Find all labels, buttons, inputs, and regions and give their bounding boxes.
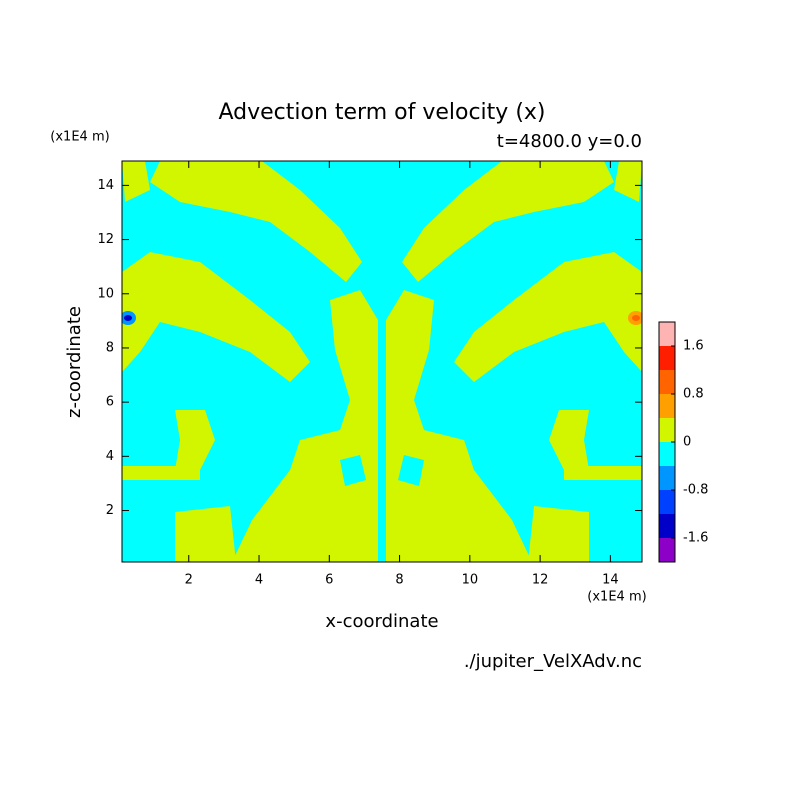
y-tick-label: 6 <box>106 395 114 410</box>
colorbar-box <box>659 394 675 418</box>
colorbar-box <box>659 466 675 490</box>
x-tick-label: 14 <box>602 573 619 588</box>
colorbar-box <box>659 418 675 442</box>
colorbar-tick-label: -0.8 <box>683 483 708 498</box>
x-tick-label: 4 <box>255 573 263 588</box>
source-label: ./jupiter_VelXAdv.nc <box>464 651 642 672</box>
colorbar-box <box>659 322 675 346</box>
chart-title: Advection term of velocity (x) <box>218 100 545 125</box>
field-background <box>122 161 642 562</box>
field-half <box>122 161 378 562</box>
field-region <box>175 410 215 470</box>
colorbar-box <box>659 538 675 562</box>
colorbar-box <box>659 442 675 466</box>
field-region <box>122 252 310 382</box>
y-tick-label: 12 <box>97 232 114 247</box>
field-region <box>122 466 200 480</box>
colorbar-box <box>659 490 675 514</box>
y-tick-label: 4 <box>106 449 114 464</box>
field-region <box>340 455 366 486</box>
x-tick-label: 10 <box>462 573 479 588</box>
colorbar-box <box>659 514 675 538</box>
x-tick-label: 12 <box>532 573 549 588</box>
plot-frame <box>121 160 643 563</box>
field-spot <box>124 315 132 321</box>
field-region <box>150 161 362 282</box>
field-region <box>175 506 236 562</box>
y-tick-label: 10 <box>97 286 114 301</box>
x-tick-label: 6 <box>325 573 333 588</box>
y-tick-label: 2 <box>106 503 114 518</box>
x-unit: (x1E4 m) <box>587 590 646 605</box>
colorbar-tick-label: 0 <box>683 435 691 450</box>
y-tick-label: 8 <box>106 340 114 355</box>
field-region <box>122 161 150 202</box>
colorbar-box <box>659 346 675 370</box>
field-spot <box>632 315 640 321</box>
chart-subtitle: t=4800.0 y=0.0 <box>497 131 642 152</box>
colorbar-tick-label: -1.6 <box>683 531 708 546</box>
colorbar-tick-label: 0.8 <box>683 387 704 402</box>
field-region <box>232 290 378 562</box>
y-tick-label: 14 <box>97 178 114 193</box>
colorbar-box <box>659 370 675 394</box>
x-tick-label: 8 <box>395 573 403 588</box>
x-axis-label: x-coordinate <box>325 611 438 632</box>
colorbar-tick-label: 1.6 <box>683 339 704 354</box>
x-tick-label: 2 <box>185 573 193 588</box>
y-unit: (x1E4 m) <box>50 130 109 145</box>
y-axis-label: z-coordinate <box>64 306 85 418</box>
contour-field <box>122 161 642 562</box>
